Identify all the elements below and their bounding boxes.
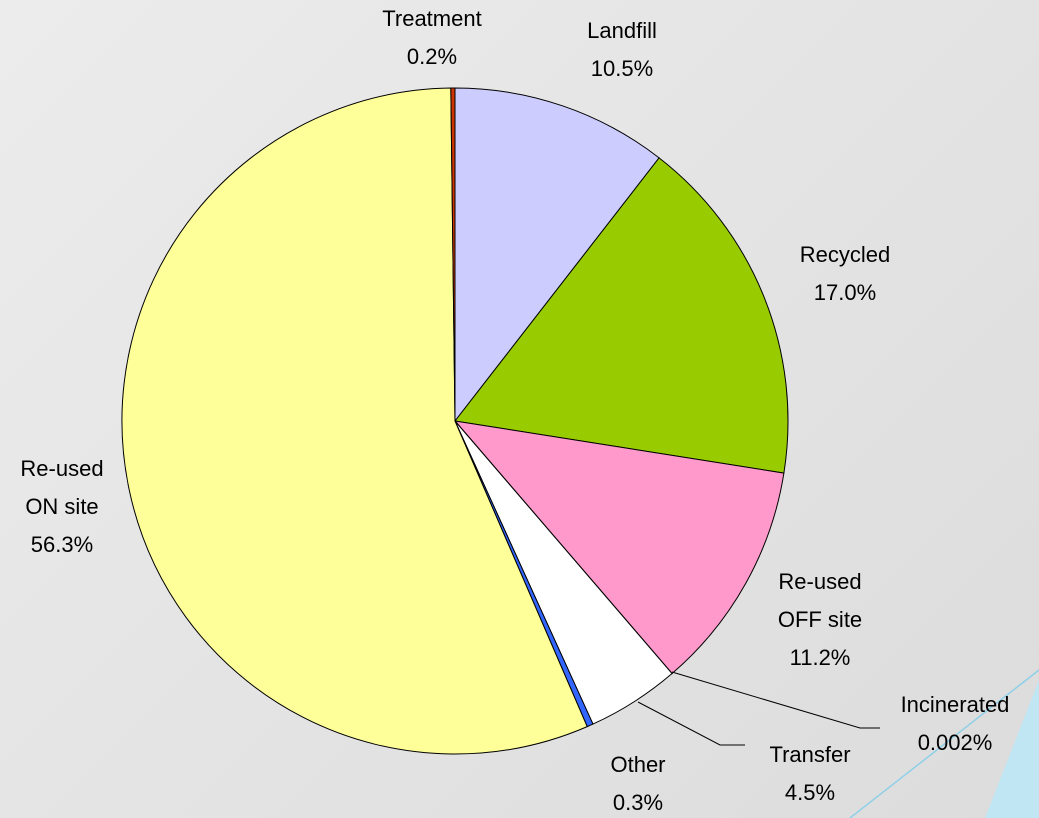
slice-name: Other [610,752,666,777]
slice-label: Landfill 10.5% [542,12,702,88]
slice-name: Re-used OFF site [777,569,863,632]
slice-label: Incinerated 0.002% [875,686,1035,762]
slice-value: 0.2% [406,44,458,69]
slice-name: Landfill [587,18,657,43]
leader-line [637,701,745,746]
slice-value: 10.5% [590,56,654,81]
slice-label: Treatment 0.2% [352,0,512,76]
slice-name: Incinerated [900,692,1010,717]
slice-label: Recycled 17.0% [765,236,925,312]
slice-value: 0.002% [917,730,993,755]
slice-value: 56.3% [30,532,94,557]
slice-value: 0.3% [612,790,664,815]
slice-label: Other 0.3% [558,746,718,818]
slice-value: 17.0% [813,280,877,305]
slice-name: Re-used ON site [20,456,104,519]
pie [121,87,789,755]
slice-value: 11.2% [789,645,851,670]
slice-name: Treatment [382,6,482,31]
slice-label: Transfer 4.5% [730,736,890,812]
leader-line [671,671,880,729]
slice-name: Transfer [769,742,851,767]
pie-slice [453,420,785,675]
slice-label: Re-used ON site 56.3% [7,450,117,564]
decoration [985,680,1039,818]
decoration [849,669,1039,818]
slice-label: Re-used OFF site 11.2% [765,563,875,677]
pie-slice [121,87,588,755]
pie-slice [450,87,456,422]
slice-name: Recycled [799,242,891,267]
pie-slice [454,87,660,423]
pie-slice [454,157,789,474]
slice-value: 4.5% [784,780,836,805]
